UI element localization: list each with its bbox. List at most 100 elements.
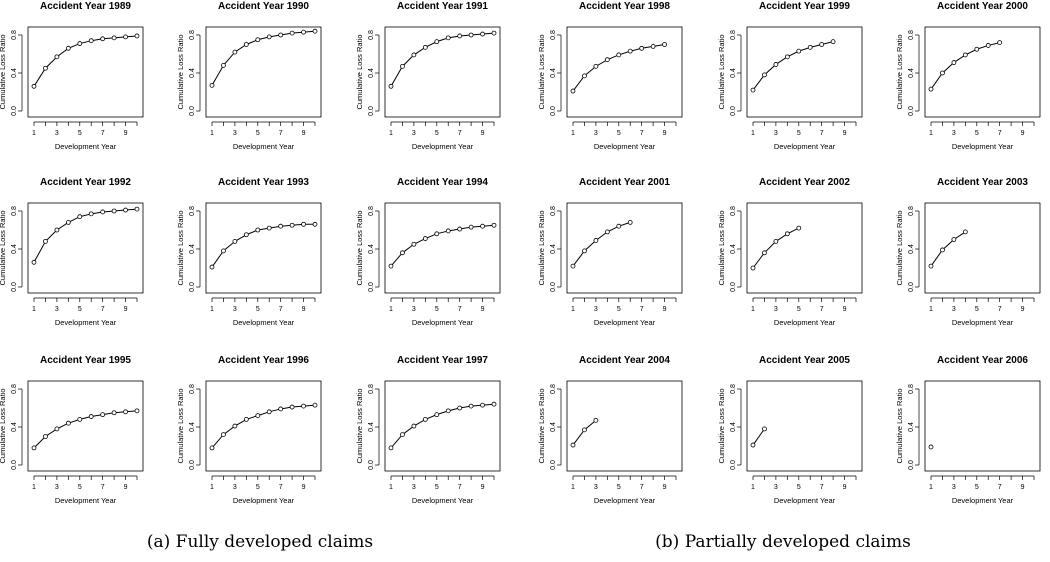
- x-tick-label: 1: [929, 484, 933, 491]
- x-tick-label: 9: [481, 306, 485, 313]
- data-point: [582, 73, 587, 79]
- x-tick-label: 3: [412, 130, 416, 137]
- x-tick-label: 9: [481, 130, 485, 137]
- data-point: [278, 32, 284, 38]
- y-tick-label: 0.0: [550, 282, 557, 292]
- y-tick-label: 0.4: [730, 422, 737, 432]
- y-axis-label: Cumulative Loss Ratio: [0, 210, 7, 285]
- data-point: [100, 36, 106, 42]
- y-tick-label: 0.8: [550, 206, 557, 216]
- y-tick-label: 0.8: [11, 206, 18, 216]
- x-tick-label: 5: [78, 306, 82, 313]
- y-tick-label: 0.4: [550, 244, 557, 254]
- data-point: [77, 416, 83, 422]
- y-tick-label: 0.4: [368, 68, 375, 78]
- panel: Accident Year 1994 0.0 0.4 0.8 Cumulative Lo…: [355, 177, 501, 327]
- x-tick-label: 1: [389, 484, 393, 491]
- y-axis-label: Cumulative Loss Ratio: [176, 210, 185, 285]
- data-point: [422, 416, 428, 422]
- data-point: [411, 423, 417, 429]
- data-point: [445, 35, 451, 41]
- data-point: [266, 34, 272, 40]
- data-point: [480, 402, 485, 408]
- data-point: [457, 226, 463, 232]
- data-point: [457, 405, 463, 411]
- panel-title: Accident Year 1995: [40, 355, 131, 366]
- y-tick-label: 0.0: [11, 282, 18, 292]
- data-point: [604, 229, 610, 235]
- x-tick-label: 5: [617, 484, 621, 491]
- plot-frame: [384, 202, 501, 294]
- y-tick-label: 0.4: [11, 68, 18, 78]
- x-axis-label: Development Year: [233, 142, 295, 151]
- x-axis-label: Development Year: [774, 142, 836, 151]
- series-line: [211, 223, 315, 268]
- x-tick-label: 7: [458, 306, 462, 313]
- panel-title: Accident Year 2006: [937, 355, 1028, 366]
- data-point: [221, 248, 226, 254]
- panel-title: Accident Year 1998: [579, 1, 670, 12]
- y-tick-label: 0.4: [189, 68, 196, 78]
- data-point: [434, 39, 440, 45]
- plot-frame: [924, 202, 1041, 294]
- data-point: [491, 222, 497, 228]
- data-point: [750, 442, 756, 448]
- data-point: [434, 231, 440, 237]
- data-point: [962, 229, 968, 235]
- data-point: [762, 426, 767, 432]
- panel: Accident Year 1989 0.0 0.4 0.8 Cumulative Lo…: [0, 1, 144, 151]
- y-tick-label: 0.8: [730, 384, 737, 394]
- y-tick-label: 0.8: [730, 206, 737, 216]
- y-tick-label: 0.4: [189, 244, 196, 254]
- data-point: [209, 445, 215, 451]
- data-point: [134, 206, 140, 212]
- panel-title: Accident Year 2003: [937, 177, 1028, 188]
- x-tick-label: 9: [302, 306, 306, 313]
- x-tick-label: 9: [1021, 306, 1025, 313]
- plot-frame: [566, 26, 683, 118]
- x-tick-label: 9: [843, 306, 847, 313]
- data-point: [750, 265, 756, 271]
- data-point: [31, 83, 37, 89]
- x-tick-label: 5: [256, 484, 260, 491]
- plot-frame: [27, 202, 144, 294]
- x-tick-label: 7: [820, 484, 824, 491]
- plot-frame: [205, 202, 322, 294]
- data-point: [232, 49, 238, 55]
- x-tick-label: 5: [975, 306, 979, 313]
- data-point: [468, 403, 474, 409]
- y-tick-label: 0.8: [550, 384, 557, 394]
- series-line: [211, 30, 316, 86]
- data-point: [123, 34, 128, 40]
- y-tick-label: 0.8: [368, 206, 375, 216]
- x-tick-label: 3: [233, 130, 237, 137]
- x-tick-label: 7: [101, 484, 105, 491]
- plot-frame: [384, 26, 501, 118]
- y-tick-label: 0.0: [730, 460, 737, 470]
- data-point: [243, 232, 249, 238]
- plot-frame: [384, 380, 501, 472]
- plot-frame: [205, 26, 322, 118]
- y-tick-label: 0.4: [908, 68, 915, 78]
- plot-frame: [566, 202, 683, 294]
- y-tick-label: 0.0: [368, 106, 375, 116]
- data-point: [411, 52, 417, 58]
- panel-title: Accident Year 1990: [218, 1, 309, 12]
- x-tick-label: 1: [210, 306, 214, 313]
- x-tick-label: 1: [389, 306, 393, 313]
- data-point: [940, 247, 945, 253]
- x-tick-label: 1: [571, 306, 575, 313]
- data-point: [111, 410, 117, 416]
- panel: Accident Year 2005 0.0 0.4 0.8 Cumulative Lo…: [717, 355, 863, 505]
- plot-frame: [27, 26, 144, 118]
- data-point: [457, 33, 463, 39]
- panel: Accident Year 2006 0.0 0.4 0.8 Cumulative Lo…: [895, 355, 1041, 505]
- x-tick-label: 1: [210, 484, 214, 491]
- panel: Accident Year 1998 0.0 0.4 0.8 Cumulative Lo…: [537, 1, 683, 151]
- x-tick-label: 3: [952, 306, 956, 313]
- x-axis-label: Development Year: [594, 318, 656, 327]
- data-point: [616, 223, 622, 229]
- x-tick-label: 3: [233, 484, 237, 491]
- x-tick-label: 9: [843, 130, 847, 137]
- y-tick-label: 0.0: [908, 282, 915, 292]
